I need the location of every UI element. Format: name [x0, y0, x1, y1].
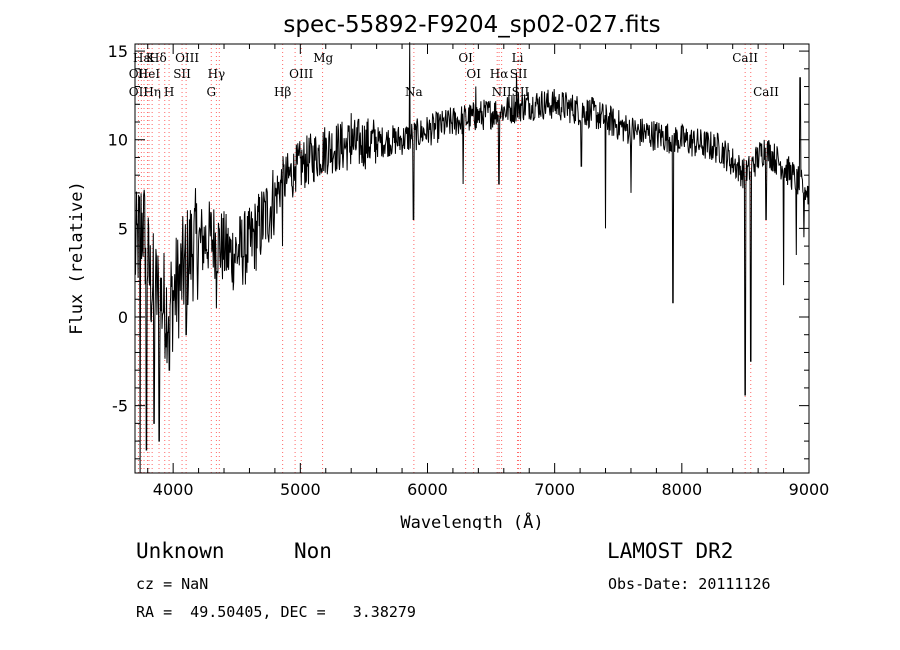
x-tick-label: 7000 — [534, 480, 575, 499]
line-label: NII — [492, 85, 512, 99]
object-class: Unknown — [136, 539, 225, 563]
y-axis-label: Flux (relative) — [67, 181, 87, 335]
axis-ticks — [135, 44, 810, 473]
line-label: OI — [458, 51, 473, 65]
x-tick-label: 5000 — [280, 480, 321, 499]
x-tick-label: 9000 — [789, 480, 830, 499]
x-tick-label: 8000 — [661, 480, 702, 499]
line-label: Li — [512, 51, 524, 65]
line-label: Hη — [143, 85, 161, 99]
plot-frame — [134, 43, 810, 474]
line-label: Mg — [313, 51, 333, 65]
line-label: SII — [512, 85, 530, 99]
y-tick-label: 15 — [108, 42, 128, 61]
line-label: OII — [129, 67, 149, 81]
line-label: Hδ — [149, 51, 167, 65]
obs-date: Obs-Date: 20111126 — [608, 575, 771, 593]
chart-title: spec-55892-F9204_sp02-027.fits — [283, 12, 660, 38]
line-label: Hγ — [208, 67, 226, 81]
redshift-text: cz = NaN — [136, 575, 209, 593]
x-tick-label: 6000 — [407, 480, 448, 499]
line-label: SII — [510, 67, 528, 81]
line-label: G — [207, 85, 217, 99]
spectrum-line — [134, 42, 810, 474]
x-tick-label: 4000 — [153, 480, 194, 499]
line-label: HeI — [138, 67, 161, 81]
survey-name: LAMOST DR2 — [607, 539, 734, 563]
y-tick-label: 5 — [118, 219, 128, 238]
ra-dec: RA = 49.50405, DEC = 3.38279 — [136, 603, 416, 621]
line-label: CaII — [732, 51, 758, 65]
object-subclass: Non — [294, 539, 332, 563]
y-tick-label: 0 — [118, 308, 128, 327]
line-label: Hε — [133, 51, 150, 65]
tick-labels: 4000 5000 6000 7000 8000 9000 -5 0 5 10 15 — [108, 42, 830, 499]
line-label: Na — [405, 85, 423, 99]
line-label: OIII — [175, 51, 199, 65]
line-label: SII — [173, 67, 191, 81]
line-label: CaII — [753, 85, 779, 99]
line-label: OII — [129, 85, 149, 99]
line-label: K — [146, 51, 156, 65]
line-label: H — [164, 85, 174, 99]
line-label: OI — [466, 67, 481, 81]
line-label: Hβ — [274, 85, 291, 99]
y-tick-label: -5 — [112, 397, 128, 416]
x-axis-label: Wavelength (Å) — [400, 511, 543, 530]
y-tick-label: 10 — [108, 131, 128, 150]
line-label: Hα — [490, 67, 509, 81]
line-label: OIII — [289, 67, 313, 81]
